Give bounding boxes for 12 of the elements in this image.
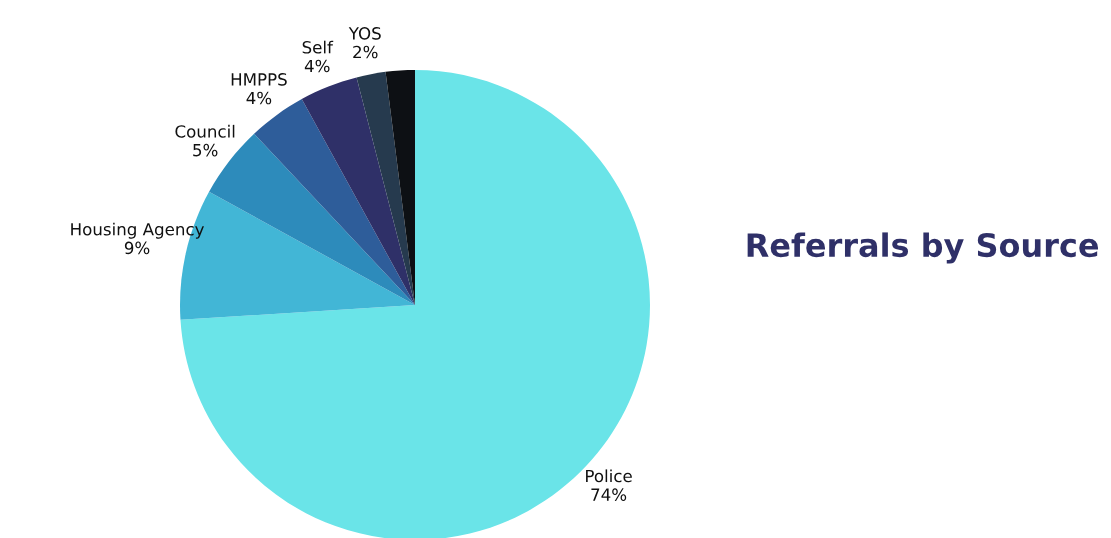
slice-label: Police — [586, 469, 632, 483]
slice-label: Council — [175, 124, 235, 138]
data-label: 74% — [591, 488, 627, 501]
slice-label: Self — [302, 40, 334, 54]
data-label: 9% — [124, 241, 150, 255]
slice-label: YOS — [348, 27, 381, 40]
data-label: 2% — [353, 45, 378, 59]
text: Referrals by Source — [747, 232, 1098, 264]
data-label: 5% — [193, 143, 218, 157]
data-label: 4% — [246, 91, 272, 105]
slice-label: HMPPS — [231, 73, 287, 86]
data-label: 4% — [304, 59, 330, 73]
